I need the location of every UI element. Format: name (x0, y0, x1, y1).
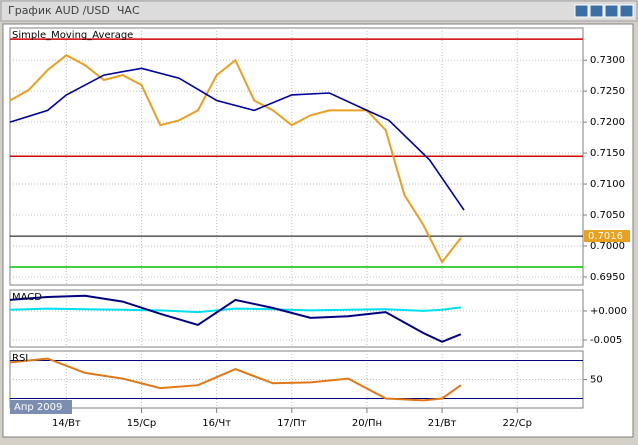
y-tick-label: 0.7150 (590, 148, 625, 159)
panel-frame (9, 289, 584, 348)
x-tick-label: 22/Ср (503, 418, 532, 429)
series-line (9, 306, 462, 314)
y-tick-label: 0.7250 (590, 86, 625, 97)
x-tick-label: 20/Пн (352, 418, 382, 429)
y-tick-label: -0.005 (590, 335, 622, 346)
series-line (9, 357, 462, 402)
maximize-button[interactable] (604, 4, 619, 18)
x-tick-label: 21/Вт (428, 418, 457, 429)
series-line (9, 54, 462, 264)
last-price-label: 0.7016 (588, 231, 623, 242)
y-tick-label: 0.6950 (590, 272, 625, 283)
indicator-label: RSI (12, 353, 28, 364)
date-annotation: Апр 2009 (14, 402, 62, 413)
close-button[interactable] (619, 4, 634, 18)
title-bar (0, 0, 638, 22)
date-badge (10, 400, 72, 414)
indicator-label: MACD (12, 292, 42, 303)
x-tick-label: 14/Вт (52, 418, 81, 429)
y-tick-label: 0.7050 (590, 210, 625, 221)
x-tick-label: 17/Пт (277, 418, 307, 429)
window-title: График AUD /USD ЧАС (8, 4, 140, 17)
restore-button[interactable] (574, 4, 589, 18)
window-buttons[interactable] (574, 4, 634, 18)
y-tick-label: 0.7000 (590, 241, 625, 252)
panel-frame (9, 350, 584, 409)
y-tick-label: 0.7300 (590, 55, 625, 66)
y-tick-label: 0.7200 (590, 117, 625, 128)
last-price-box (584, 230, 630, 243)
series-line (9, 294, 462, 343)
x-tick-label: 15/Ср (127, 418, 156, 429)
y-tick-label: +0.000 (590, 306, 627, 317)
series-line (9, 67, 465, 211)
indicator-label: Simple_Moving_Average (12, 30, 133, 41)
minimize-button[interactable] (589, 4, 604, 18)
y-tick-label: 0.7100 (590, 179, 625, 190)
x-tick-label: 16/Чт (202, 418, 231, 429)
y-tick-label: 50 (590, 375, 603, 386)
